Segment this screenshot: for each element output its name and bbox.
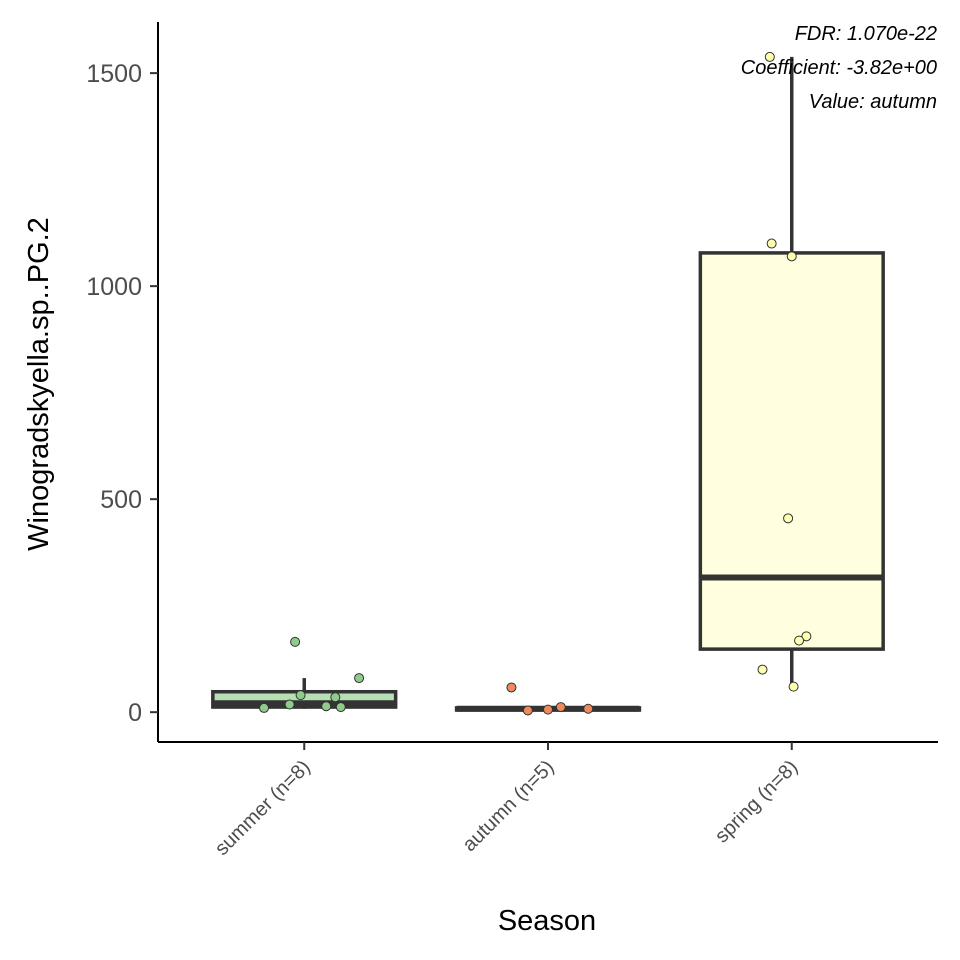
box-group — [211, 636, 398, 713]
annotation-coefficient: Coefficient: -3.82e+00 — [741, 57, 937, 79]
annotation-fdr: FDR: 1.070e-22 — [795, 23, 937, 45]
x-tick-label: spring (n=8) — [711, 756, 802, 847]
data-point — [555, 702, 566, 713]
x-axis-title: Season — [498, 905, 596, 937]
box-rect — [698, 251, 885, 651]
data-point — [284, 699, 295, 710]
data-point — [259, 702, 270, 713]
x-tick-label: autumn (n=5) — [458, 756, 558, 856]
x-tick-label: summer (n=8) — [211, 756, 315, 860]
data-point — [766, 238, 777, 249]
y-axis-title: Winogradskyella.sp..PG.2 — [23, 217, 55, 551]
plot-marks — [211, 51, 885, 716]
y-tick-label: 1000 — [86, 273, 142, 301]
annotation-value: Value: autumn — [809, 91, 937, 113]
y-axis-ticks: 0 500 1000 1500 — [86, 60, 158, 727]
y-tick-label: 500 — [100, 486, 142, 514]
data-point — [295, 690, 306, 701]
x-axis-ticks: summer (n=8) autumn (n=5) spring (n=8) — [211, 742, 802, 860]
box-group — [698, 51, 885, 692]
data-point — [801, 631, 812, 642]
data-point — [786, 251, 797, 262]
data-point — [757, 664, 768, 675]
data-point — [764, 51, 775, 62]
data-point — [506, 682, 517, 693]
data-point — [783, 513, 794, 524]
data-point — [522, 705, 533, 716]
box-group — [454, 682, 642, 716]
data-point — [583, 703, 594, 714]
data-point — [335, 702, 346, 713]
y-tick-label: 1500 — [86, 60, 142, 88]
data-point — [321, 701, 332, 712]
data-point — [788, 681, 799, 692]
data-point — [330, 692, 341, 703]
data-point — [543, 704, 553, 715]
data-point — [290, 636, 301, 647]
data-point — [794, 635, 805, 646]
data-point — [354, 673, 365, 684]
y-tick-label: 0 — [128, 699, 142, 727]
